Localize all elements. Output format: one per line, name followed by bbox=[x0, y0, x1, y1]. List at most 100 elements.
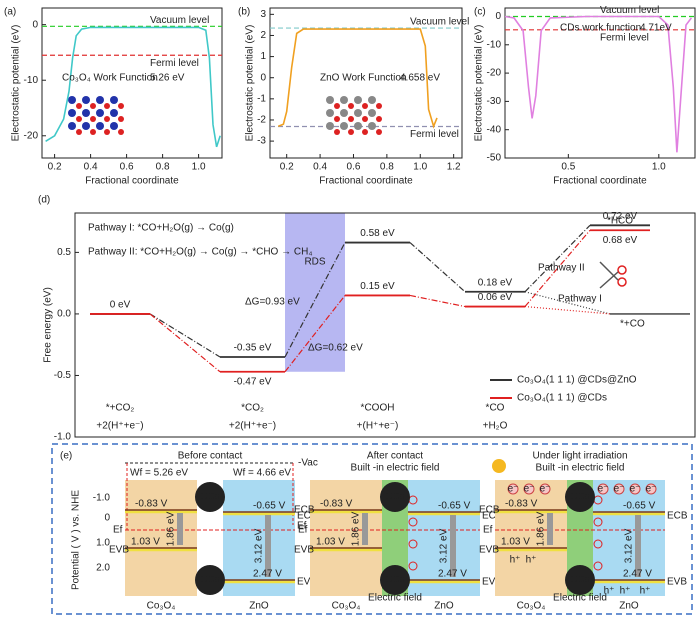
value-label: 0.15 eV bbox=[360, 281, 395, 292]
y-tick-label: 0 bbox=[260, 72, 266, 83]
right-evb: EVB bbox=[482, 577, 502, 588]
x-tick-label: 1.2 bbox=[447, 162, 461, 173]
left-vb: 1.03 V bbox=[131, 537, 160, 548]
x-tick-label: 1.0 bbox=[413, 162, 427, 173]
y-tick-label: -40 bbox=[487, 124, 502, 135]
right-ecb: ECB bbox=[297, 511, 318, 522]
value-label: 0.18 eV bbox=[478, 277, 513, 288]
cds-label: CDs bbox=[570, 492, 589, 503]
x-tick-label: 1.0 bbox=[652, 162, 666, 173]
zno-block bbox=[223, 480, 295, 596]
carrier bbox=[507, 483, 519, 495]
charge bbox=[593, 539, 603, 549]
x-tick-label: 0.4 bbox=[313, 162, 327, 173]
y-tick-label: 0.5 bbox=[57, 247, 71, 258]
right-ef: Ef bbox=[297, 521, 307, 532]
y-tick-label: 3 bbox=[260, 9, 266, 20]
scissors bbox=[617, 265, 627, 275]
reference-label: Fermi level bbox=[410, 129, 459, 140]
inset-atom bbox=[118, 116, 124, 122]
x-tick-label: 1.0 bbox=[192, 162, 206, 173]
category-sublabel: +2(H⁺+e⁻) bbox=[229, 421, 276, 432]
cds-label: CDs bbox=[570, 575, 589, 586]
left-ecb: ECB bbox=[294, 505, 315, 516]
inset-atom bbox=[104, 103, 110, 109]
annotation: Pathway II bbox=[538, 263, 585, 274]
charge bbox=[408, 539, 418, 549]
reference-label: Fermi level bbox=[150, 58, 199, 69]
right-cb: -0.65 V bbox=[253, 501, 286, 512]
connector bbox=[284, 242, 346, 358]
rds-region bbox=[285, 213, 345, 372]
x-tick-label: 0.8 bbox=[380, 162, 394, 173]
zno-block bbox=[408, 480, 480, 596]
plot-frame bbox=[504, 7, 696, 159]
right-material: ZnO bbox=[434, 601, 454, 612]
y-tick-label: -1.0 bbox=[93, 493, 111, 504]
y-tick-label: 2 bbox=[260, 30, 266, 41]
panel-label: (d) bbox=[38, 195, 50, 206]
carrier bbox=[629, 483, 641, 495]
x-tick-label: 0.8 bbox=[156, 162, 170, 173]
left-ef: Ef bbox=[298, 525, 308, 536]
panel-label: (c) bbox=[474, 7, 486, 18]
inset-atom bbox=[68, 96, 76, 104]
annotation: ΔG=0.93 eV bbox=[245, 297, 300, 308]
charge bbox=[593, 517, 603, 527]
inset-atom bbox=[90, 129, 96, 135]
y-tick-label: -30 bbox=[487, 96, 502, 107]
plot-frame bbox=[41, 7, 223, 159]
y-tick-label: -1 bbox=[257, 93, 266, 104]
legend-label: Co₃O₄(1 1 1) @CDs bbox=[517, 393, 607, 404]
carrier bbox=[539, 483, 551, 495]
inset-atom bbox=[90, 116, 96, 122]
value-label: 0.72 eV bbox=[603, 211, 638, 222]
cds-dot bbox=[380, 482, 410, 512]
y-axis-label: Electrostatic potential (eV) bbox=[245, 25, 256, 142]
co3o4-block bbox=[495, 480, 567, 596]
inset-atom bbox=[354, 109, 362, 117]
inset-atom bbox=[334, 103, 340, 109]
y-tick-label: -3 bbox=[257, 136, 266, 147]
right-gap: 3.12 eV bbox=[624, 528, 635, 563]
inset-atom bbox=[376, 129, 382, 135]
right-gap: 3.12 eV bbox=[254, 528, 265, 563]
inset-atom bbox=[326, 109, 334, 117]
wf-right: Wf = 4.66 eV bbox=[233, 468, 291, 479]
left-cb: -0.83 V bbox=[505, 499, 538, 510]
value-label: 0.68 eV bbox=[603, 235, 638, 246]
left-evb: EVB bbox=[479, 545, 499, 556]
y-tick-label: 0 bbox=[104, 513, 110, 524]
gap-arrow bbox=[547, 513, 553, 545]
left-vb: 1.03 V bbox=[316, 537, 345, 548]
plot-frame bbox=[74, 212, 696, 438]
inset-atom bbox=[82, 122, 90, 130]
inset-atom bbox=[82, 96, 90, 104]
gap-arrow bbox=[635, 515, 641, 577]
y-axis-label: Electrostatic potential (eV) bbox=[11, 25, 22, 142]
y-tick-label: -50 bbox=[487, 153, 502, 164]
reference-label: Vacuum level bbox=[600, 5, 659, 16]
inset-atom bbox=[104, 116, 110, 122]
cds-dot bbox=[565, 482, 595, 512]
right-material: ZnO bbox=[619, 601, 639, 612]
value-label: 0.06 eV bbox=[478, 292, 513, 303]
y-tick-label: -1.0 bbox=[54, 432, 72, 443]
potential-curve bbox=[277, 28, 438, 129]
gap-arrow bbox=[362, 513, 368, 545]
cds-label: CDs bbox=[200, 492, 219, 503]
carrier bbox=[645, 483, 657, 495]
wf-left: Wf = 5.26 eV bbox=[130, 468, 188, 479]
inset-atom bbox=[96, 109, 104, 117]
inset-atom bbox=[334, 129, 340, 135]
cds-label: CDs bbox=[385, 575, 404, 586]
right-vb: 2.47 V bbox=[253, 569, 282, 580]
field: Electric field bbox=[368, 593, 422, 604]
x-axis-label: Fractional coordinate bbox=[85, 176, 179, 187]
cds-label: CDs bbox=[385, 492, 404, 503]
right-evb: EVB bbox=[297, 577, 317, 588]
left-vb: 1.03 V bbox=[501, 537, 530, 548]
right-cb: -0.65 V bbox=[623, 501, 656, 512]
inset-atom bbox=[368, 109, 376, 117]
right-gap: 3.12 eV bbox=[439, 528, 450, 563]
